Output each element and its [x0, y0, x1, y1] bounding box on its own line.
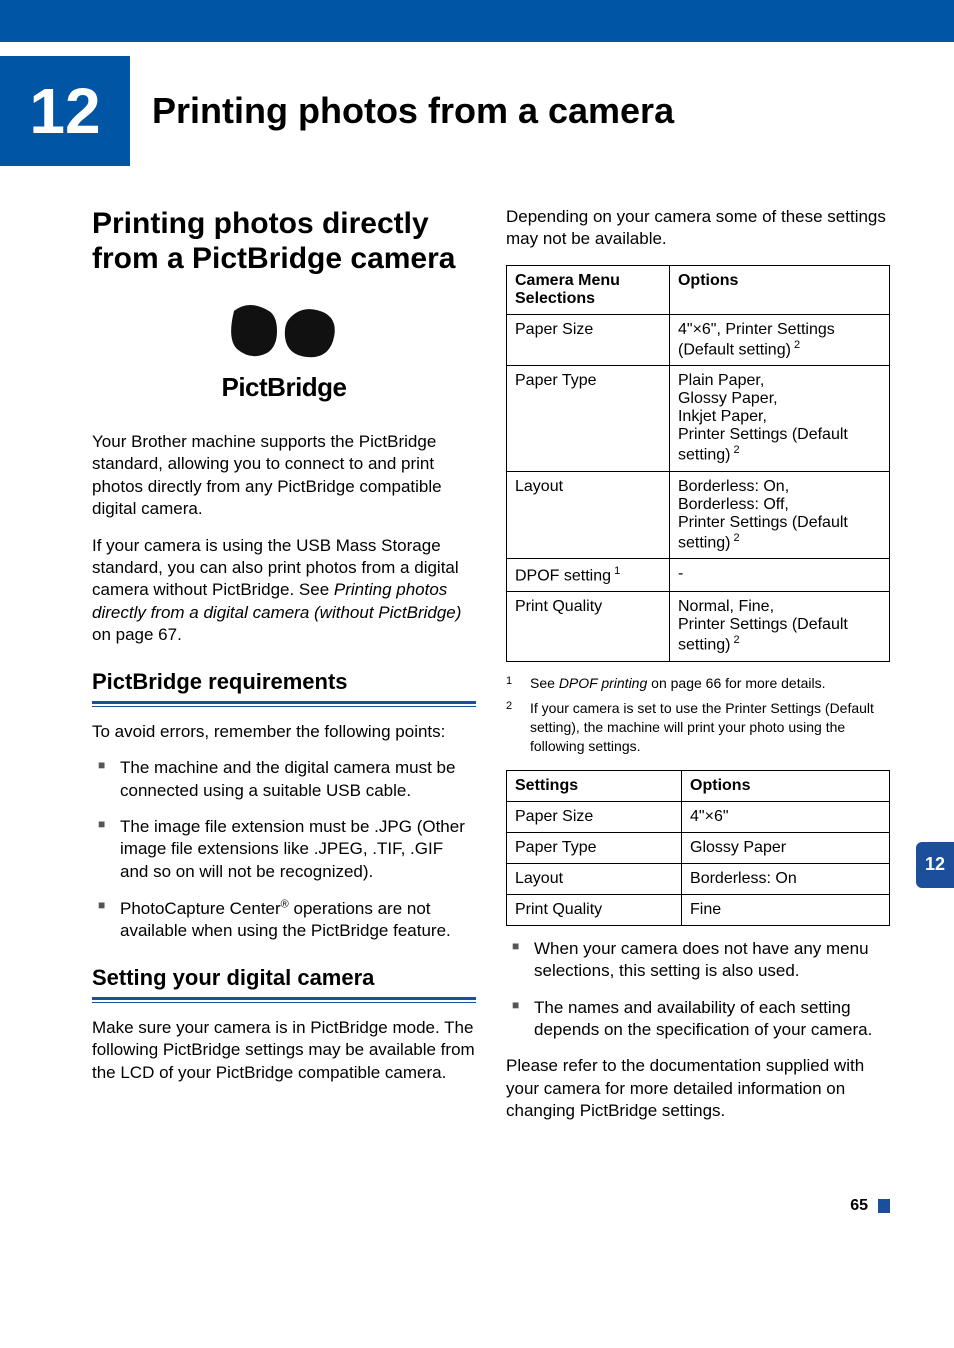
- table-cell: Fine: [682, 894, 890, 925]
- footnote-marker: 2: [506, 699, 530, 756]
- table-row: Paper Size 4"×6", Printer Settings (Defa…: [507, 314, 890, 365]
- table-cell: Paper Size: [507, 314, 670, 365]
- text: on page 66 for more details.: [647, 675, 825, 691]
- table-header: Settings: [507, 770, 682, 801]
- footnote: 1 See DPOF printing on page 66 for more …: [506, 674, 890, 694]
- table-row: Paper Size4"×6": [507, 801, 890, 832]
- pictbridge-logo: PictBridge: [92, 301, 476, 403]
- list-item: The names and availability of each setti…: [506, 997, 890, 1042]
- table-cell: Print Quality: [507, 894, 682, 925]
- left-column: Printing photos directly from a PictBrid…: [92, 206, 476, 1137]
- table-row: Paper TypeGlossy Paper: [507, 832, 890, 863]
- heading-rule: [92, 706, 476, 707]
- header-tab: [0, 0, 130, 42]
- table-cell: Paper Type: [507, 366, 670, 471]
- table-cell: -: [669, 558, 889, 591]
- table-cell: Layout: [507, 863, 682, 894]
- paragraph: Depending on your camera some of these s…: [506, 206, 890, 251]
- text: on page 67.: [92, 625, 182, 644]
- footnotes: 1 See DPOF printing on page 66 for more …: [506, 674, 890, 756]
- table-cell: Glossy Paper: [682, 832, 890, 863]
- table-cell: Layout: [507, 471, 670, 558]
- pictbridge-icon: [229, 301, 339, 361]
- table-cell: 4"×6": [682, 801, 890, 832]
- table-row: Layout Borderless: On,Borderless: Off,Pr…: [507, 471, 890, 558]
- table-cell: Paper Size: [507, 801, 682, 832]
- page-footer: 65: [0, 1137, 954, 1245]
- chapter-number-badge: 12: [0, 56, 130, 166]
- table-header: Options: [669, 265, 889, 314]
- table-cell: Borderless: On: [682, 863, 890, 894]
- table-row: LayoutBorderless: On: [507, 863, 890, 894]
- table-cell: 4"×6", Printer Settings (Default setting…: [669, 314, 889, 365]
- bullet-list: When your camera does not have any menu …: [506, 938, 890, 1042]
- subsection-heading: Setting your digital camera: [92, 965, 476, 991]
- table-header-row: Camera Menu Selections Options: [507, 265, 890, 314]
- paragraph: If your camera is using the USB Mass Sto…: [92, 535, 476, 647]
- table-cell: Borderless: On,Borderless: Off,Printer S…: [669, 471, 889, 558]
- heading-rule: [92, 1002, 476, 1003]
- table-cell: DPOF setting 1: [507, 558, 670, 591]
- subsection-heading: PictBridge requirements: [92, 669, 476, 695]
- list-item: PhotoCapture Center® operations are not …: [92, 897, 476, 943]
- text: PhotoCapture Center® operations are not …: [120, 899, 451, 940]
- list-item: When your camera does not have any menu …: [506, 938, 890, 983]
- table-cell: Paper Type: [507, 832, 682, 863]
- bullet-list: The machine and the digital camera must …: [92, 757, 476, 943]
- page-header-bar: [0, 0, 954, 42]
- footnote: 2 If your camera is set to use the Print…: [506, 699, 890, 756]
- chapter-title: Printing photos from a camera: [152, 90, 674, 132]
- heading-rule: [92, 997, 476, 1000]
- table-header-row: Settings Options: [507, 770, 890, 801]
- subsection-heading-block: PictBridge requirements: [92, 669, 476, 707]
- paragraph: To avoid errors, remember the following …: [92, 721, 476, 743]
- table-header: Options: [682, 770, 890, 801]
- table-row: Print Quality Normal, Fine,Printer Setti…: [507, 592, 890, 661]
- page-number: 65: [850, 1197, 868, 1215]
- footnote-text: If your camera is set to use the Printer…: [530, 699, 890, 756]
- paragraph: Your Brother machine supports the PictBr…: [92, 431, 476, 521]
- table-cell: Plain Paper,Glossy Paper,Inkjet Paper,Pr…: [669, 366, 889, 471]
- table-row: DPOF setting 1 -: [507, 558, 890, 591]
- right-column: Depending on your camera some of these s…: [506, 206, 890, 1137]
- table-cell: Print Quality: [507, 592, 670, 661]
- chapter-side-tab: 12: [916, 842, 954, 888]
- chapter-header: 12 Printing photos from a camera: [0, 56, 954, 166]
- table-cell: Normal, Fine,Printer Settings (Default s…: [669, 592, 889, 661]
- paragraph: Make sure your camera is in PictBridge m…: [92, 1017, 476, 1084]
- table-row: Paper Type Plain Paper,Glossy Paper,Inkj…: [507, 366, 890, 471]
- default-settings-table: Settings Options Paper Size4"×6" Paper T…: [506, 770, 890, 926]
- content-columns: Printing photos directly from a PictBrid…: [0, 166, 954, 1137]
- list-item: The image file extension must be .JPG (O…: [92, 816, 476, 883]
- pictbridge-logo-text: PictBridge: [92, 372, 476, 403]
- header-strip: [130, 0, 954, 42]
- camera-menu-table: Camera Menu Selections Options Paper Siz…: [506, 265, 890, 662]
- cross-reference: DPOF printing: [559, 675, 647, 691]
- paragraph: Please refer to the documentation suppli…: [506, 1055, 890, 1122]
- table-header: Camera Menu Selections: [507, 265, 670, 314]
- section-heading: Printing photos directly from a PictBrid…: [92, 206, 476, 277]
- text: See: [530, 675, 559, 691]
- subsection-heading-block: Setting your digital camera: [92, 965, 476, 1003]
- list-item: The machine and the digital camera must …: [92, 757, 476, 802]
- table-row: Print QualityFine: [507, 894, 890, 925]
- footnote-marker: 1: [506, 674, 530, 694]
- footer-marker: [878, 1199, 890, 1213]
- footnote-text: See DPOF printing on page 66 for more de…: [530, 674, 890, 694]
- heading-rule: [92, 701, 476, 704]
